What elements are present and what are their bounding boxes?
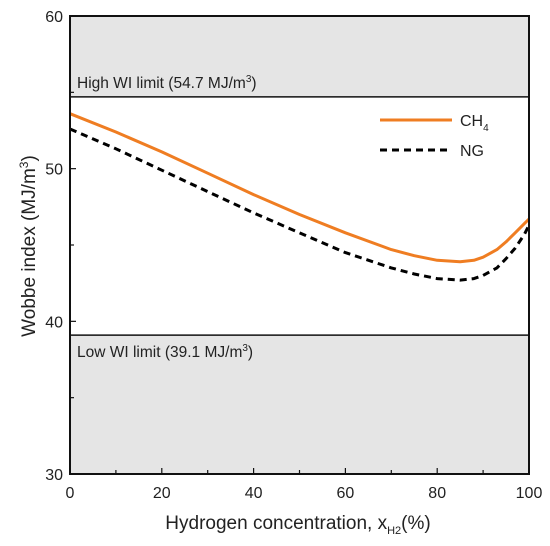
y-tick-label: 50 [45, 162, 63, 179]
tick-labels: 0 20 40 60 80 100 30 40 50 60 [45, 9, 542, 502]
x-axis-label: Hydrogen concentration, xH2(%) [165, 513, 430, 537]
legend-label-ng: NG [460, 143, 484, 160]
y-tick-label: 30 [45, 467, 63, 484]
axis-ticks [69, 15, 530, 475]
y-tick-label: 40 [45, 314, 63, 331]
low-limit-label: Low WI limit (39.1 MJ/m3) [77, 343, 253, 361]
y-tick-label: 60 [45, 9, 63, 26]
x-tick-label: 80 [428, 485, 446, 502]
shaded-region-0 [70, 16, 529, 97]
x-tick-label: 40 [245, 485, 263, 502]
series-line-ng [69, 127, 531, 282]
series-line-ch4 [69, 112, 531, 264]
legend: CH4 NG [380, 113, 489, 160]
shaded-limit-regions [70, 16, 529, 474]
x-tick-label: 60 [337, 485, 355, 502]
legend-label-ch4: CH4 [460, 113, 489, 134]
high-limit-label: High WI limit (54.7 MJ/m3) [77, 74, 257, 92]
x-tick-label: 0 [66, 485, 75, 502]
x-tick-label: 100 [516, 485, 543, 502]
x-tick-label: 20 [153, 485, 171, 502]
shaded-region-1 [70, 335, 529, 474]
limit-lines [70, 96, 529, 336]
series-layer [69, 112, 531, 282]
y-axis-label: Wobbe index (MJ/m3) [17, 155, 40, 337]
